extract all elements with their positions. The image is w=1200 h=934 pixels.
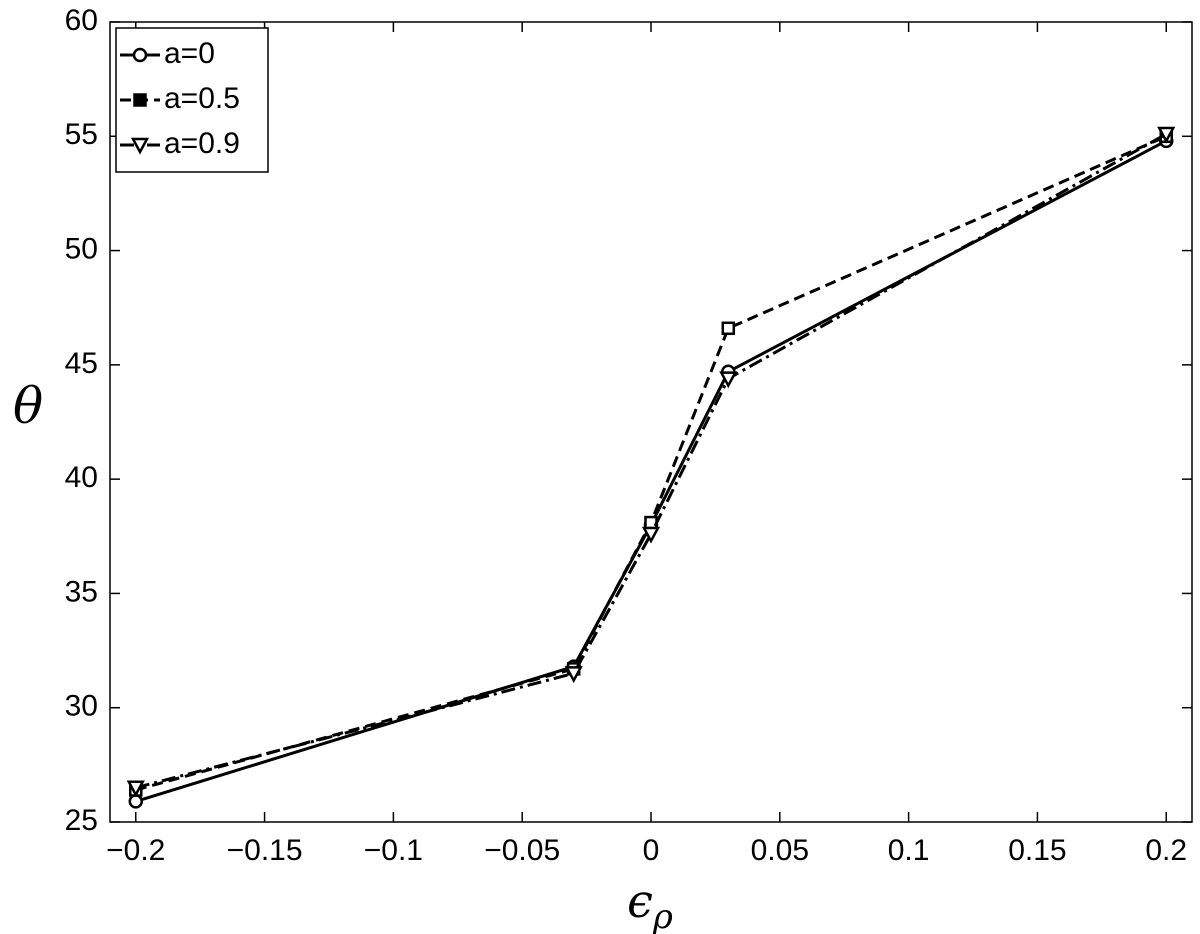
marker: [564, 666, 583, 684]
marker: [641, 526, 661, 544]
y-tick-label: 30: [65, 690, 98, 723]
y-tick-label: 35: [65, 575, 98, 608]
marker: [126, 780, 145, 798]
x-axis-label-subscript: ρ: [652, 897, 673, 934]
legend-label: a=0: [164, 37, 215, 70]
x-tick-label: 0.05: [751, 834, 809, 867]
x-tick-label: −0.05: [484, 834, 560, 867]
marker: [1157, 126, 1176, 144]
x-axis-label: ϵρ: [627, 874, 673, 934]
series-line: [135, 132, 1167, 790]
legend-label: a=0.5: [164, 82, 240, 115]
y-tick-label: 50: [65, 232, 98, 265]
x-tick-label: 0.2: [1145, 834, 1187, 867]
x-tick-label: 0.1: [888, 834, 930, 867]
marker: [719, 371, 738, 389]
x-tick-label: 0: [643, 834, 660, 867]
legend: a=0 a=0.5 a=0.9: [115, 27, 269, 173]
y-axis-label: θ: [13, 377, 43, 435]
marker: [721, 321, 736, 336]
marker: [133, 93, 147, 107]
legend-label: a=0.9: [164, 127, 240, 160]
marker: [644, 515, 658, 530]
y-tick-label: 45: [65, 347, 98, 380]
x-tick-label: −0.15: [227, 834, 303, 867]
x-tick-label: 0.15: [1008, 834, 1066, 867]
y-tick-label: 40: [65, 461, 98, 494]
x-axis-label-symbol: ϵ: [627, 874, 653, 928]
y-tick-label: 25: [65, 804, 98, 837]
y-tick-label: 60: [65, 4, 98, 37]
y-tick-label: 55: [65, 118, 98, 151]
x-tick-label: −0.1: [364, 834, 423, 867]
marker: [130, 137, 150, 155]
marker: [132, 47, 148, 63]
x-tick-label: −0.2: [106, 834, 165, 867]
